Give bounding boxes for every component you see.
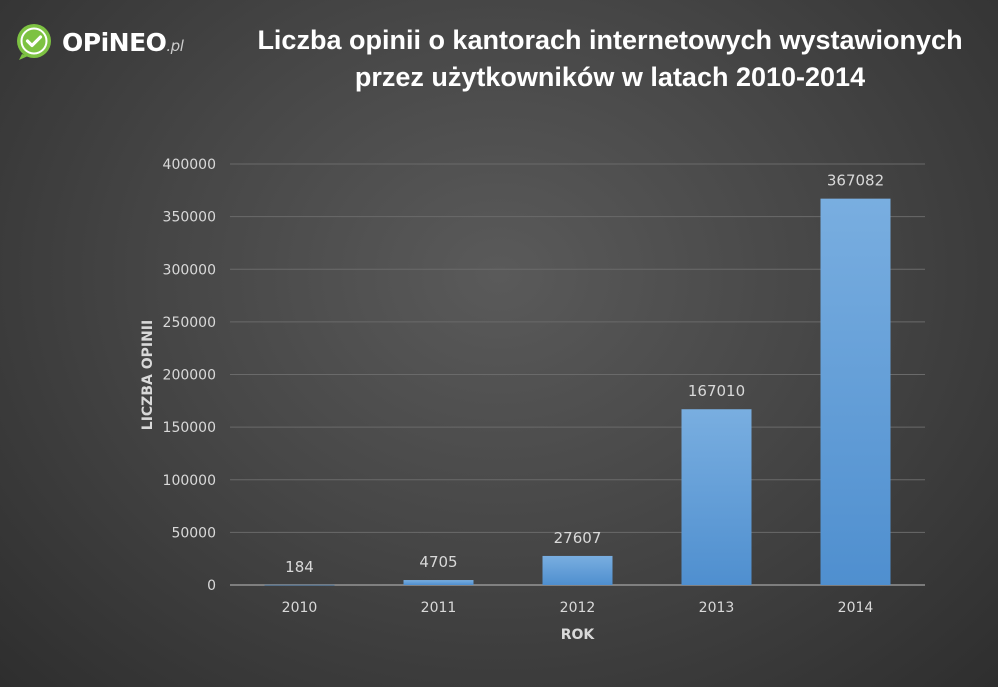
x-tick-label: 2014 <box>838 600 874 616</box>
bar-2013 <box>681 409 752 585</box>
x-tick-label: 2013 <box>699 600 735 616</box>
y-tick-label: 250000 <box>163 315 216 331</box>
y-tick-label: 200000 <box>163 368 216 384</box>
bar-2011 <box>403 580 474 585</box>
y-tick-label: 150000 <box>163 420 216 436</box>
y-axis-title: LICZBA OPINII <box>140 320 156 430</box>
y-tick-label: 50000 <box>171 525 216 541</box>
title-line-2: przez użytkowników w latach 2010-2014 <box>354 62 866 92</box>
data-label: 27607 <box>554 529 602 547</box>
x-tick-label: 2010 <box>282 600 318 616</box>
data-label: 367082 <box>827 172 884 190</box>
bar-2012 <box>542 555 613 585</box>
opineo-logo: OPiNEO.pl <box>14 22 184 62</box>
x-tick-label: 2011 <box>421 600 457 616</box>
data-label: 167010 <box>688 382 745 400</box>
x-axis-title: ROK <box>561 627 596 643</box>
y-tick-label: 100000 <box>163 473 216 489</box>
y-tick-label: 350000 <box>163 210 216 226</box>
y-tick-label: 300000 <box>163 262 216 278</box>
data-label: 4705 <box>419 553 457 571</box>
bar-2014 <box>820 198 891 586</box>
logo-text: OPiNEO.pl <box>62 27 184 57</box>
y-tick-label: 400000 <box>163 157 216 173</box>
data-label: 184 <box>285 558 314 576</box>
check-bubble-icon <box>17 24 51 60</box>
y-tick-label: 0 <box>207 578 216 594</box>
chart-title: Liczba opinii o kantorach internetowych … <box>230 22 990 96</box>
x-tick-label: 2012 <box>560 600 596 616</box>
bar-2010 <box>264 584 335 586</box>
title-line-1: Liczba opinii o kantorach internetowych … <box>257 25 963 55</box>
